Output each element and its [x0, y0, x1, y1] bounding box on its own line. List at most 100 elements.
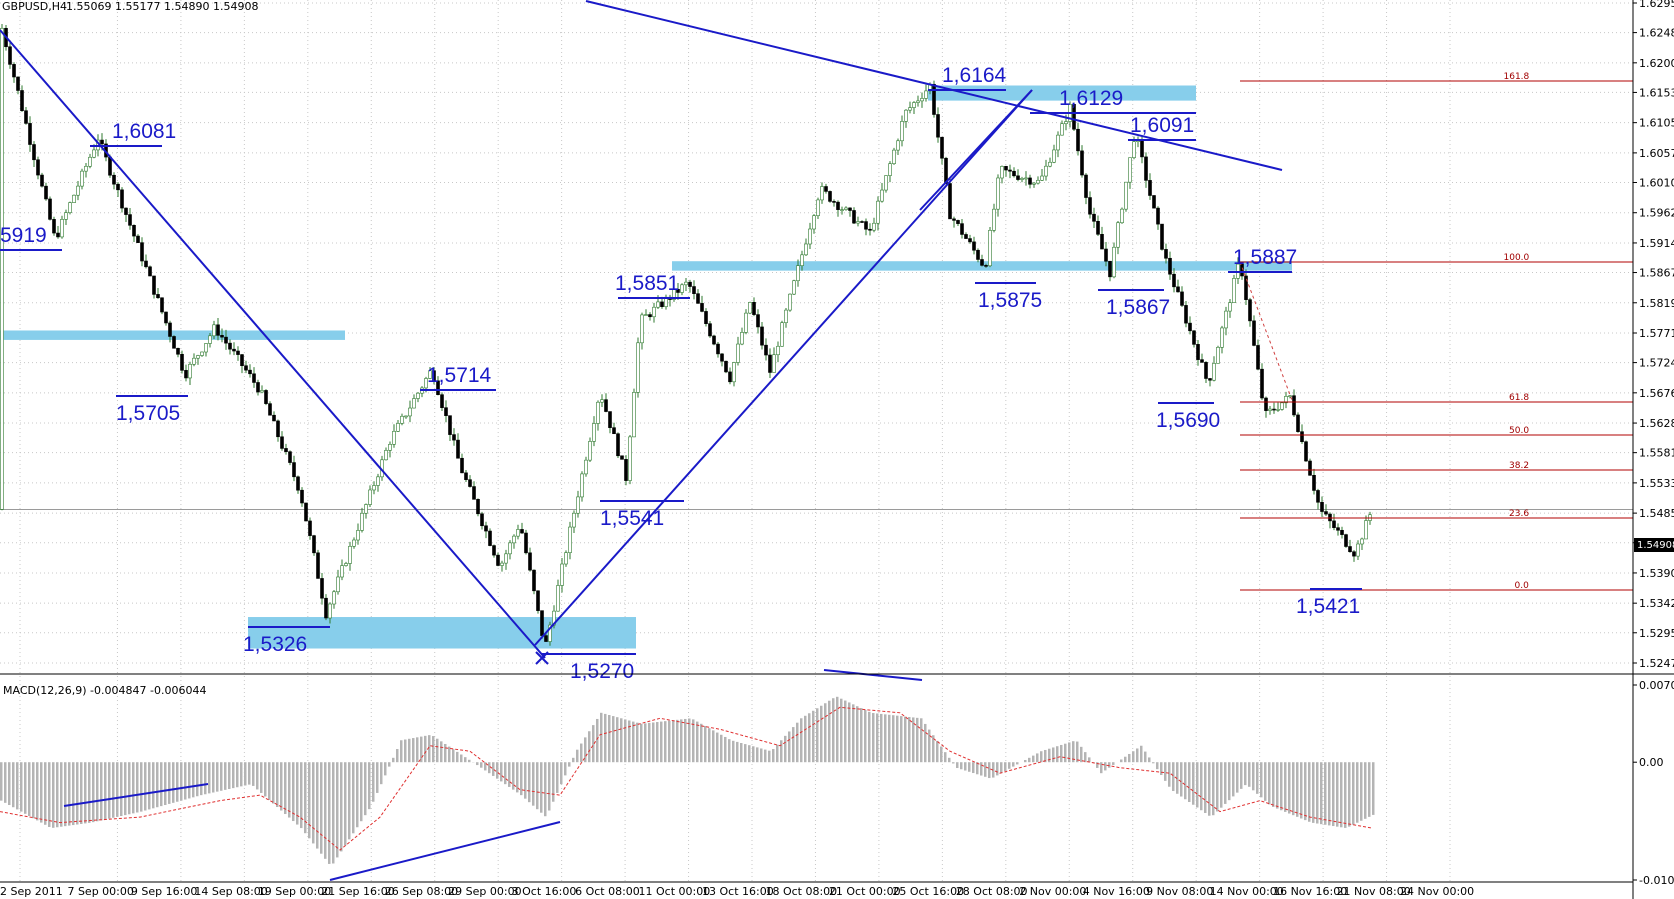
candle-body [476, 499, 480, 515]
macd-bar [432, 736, 435, 763]
candle-body [1032, 182, 1036, 185]
macd-bar [960, 762, 963, 770]
macd-bar [392, 757, 395, 763]
macd-bar [120, 762, 123, 816]
macd-bar [268, 762, 271, 800]
macd-bar [904, 716, 907, 763]
macd-bar [1180, 762, 1183, 797]
macd-bar [164, 762, 167, 806]
macd-bar [1148, 757, 1151, 763]
macd-bar [708, 728, 711, 763]
macd-bar [864, 709, 867, 763]
macd-bar [144, 762, 147, 811]
macd-bar [1184, 762, 1187, 800]
macd-bar [1064, 743, 1067, 763]
macd-bar [1196, 762, 1199, 808]
time-tick-label: 16 Nov 16:00 [1273, 885, 1347, 898]
fib-label: 61.8 [1509, 393, 1529, 403]
macd-bar [1204, 762, 1207, 813]
macd-bar [600, 712, 603, 763]
price-tick-label: 1.52470 [1639, 657, 1674, 670]
candle-body [524, 532, 528, 554]
candle-body [304, 502, 308, 522]
candle-body [1248, 299, 1252, 322]
candle-body [520, 529, 524, 534]
macd-bar [684, 718, 687, 763]
chart-header-ohlc: 1.55069 1.55177 1.54890 1.54908 [66, 0, 258, 13]
candle-body [1328, 513, 1332, 522]
macd-bar [816, 708, 819, 763]
candle-body [276, 420, 280, 438]
candle-body [168, 322, 172, 337]
candle-body [976, 249, 980, 260]
macd-bar [28, 762, 31, 816]
candle-body [1012, 170, 1016, 177]
price-tick-label: 1.61530 [1639, 86, 1674, 99]
macd-bar [860, 708, 863, 763]
macd-bar [900, 716, 903, 763]
macd-bar [656, 722, 659, 763]
candle-body [248, 369, 252, 375]
macd-bar [668, 720, 671, 763]
price-tick-label: 1.57240 [1639, 357, 1674, 370]
macd-bar [932, 735, 935, 763]
candle-body [732, 362, 736, 383]
macd-bar [488, 762, 491, 774]
macd-bar [1248, 762, 1251, 787]
level-label: 1,5851 [615, 272, 679, 295]
macd-bar [320, 762, 323, 854]
macd-bar [612, 716, 615, 763]
fib-label: 38.2 [1509, 461, 1529, 471]
macd-bar [628, 720, 631, 763]
macd-bar [356, 762, 359, 828]
macd-bar [168, 762, 171, 804]
macd-bar [196, 762, 199, 797]
candle-body [996, 177, 1000, 210]
macd-bar [1048, 748, 1051, 763]
time-tick-label: 4 Nov 16:00 [1083, 885, 1150, 898]
macd-bar [516, 762, 519, 793]
candle-body [236, 350, 240, 355]
macd-bar [436, 738, 439, 763]
candle-body [464, 472, 468, 480]
candle-body [1176, 286, 1180, 293]
macd-bar [544, 762, 547, 817]
macd-bar [820, 705, 823, 763]
level-label: 1,5875 [978, 289, 1042, 312]
fib-label: 50.0 [1509, 426, 1529, 436]
candle-body [16, 76, 20, 91]
macd-bar [624, 719, 627, 763]
candle-body [244, 365, 248, 371]
macd-bar [1236, 762, 1239, 793]
macd-bar [652, 722, 655, 763]
candle-body [924, 90, 928, 99]
candle-body [308, 520, 312, 536]
time-tick-label: 13 Oct 16:00 [702, 885, 774, 898]
macd-bar [868, 711, 871, 763]
candle-body [1016, 175, 1020, 180]
candle-body [296, 476, 300, 491]
candle-body [528, 552, 532, 571]
candle-body [216, 324, 220, 336]
macd-bar [920, 718, 923, 763]
candle-body [1104, 248, 1108, 262]
macd-bar [36, 762, 39, 821]
candle-body [952, 218, 956, 221]
candle-body [892, 149, 896, 164]
candle-body [736, 343, 740, 363]
macd-bar [824, 703, 827, 763]
candle-body [1296, 414, 1300, 432]
macd-bar [788, 731, 791, 763]
macd-bar [1220, 762, 1223, 808]
candle-body [712, 335, 716, 345]
macd-bar [704, 725, 707, 763]
macd-bar [1264, 762, 1267, 801]
macd-bar [596, 718, 599, 763]
macd-bar [1328, 762, 1331, 826]
candle-body [1172, 273, 1176, 288]
time-tick-label: 11 Oct 00:00 [639, 885, 711, 898]
macd-bar [712, 730, 715, 763]
candle-body [544, 635, 548, 642]
macd-bar [856, 706, 859, 763]
